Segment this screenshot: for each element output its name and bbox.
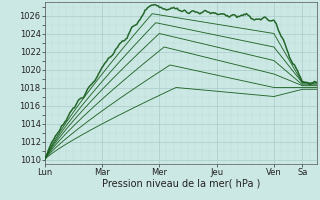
- X-axis label: Pression niveau de la mer( hPa ): Pression niveau de la mer( hPa ): [102, 179, 260, 189]
